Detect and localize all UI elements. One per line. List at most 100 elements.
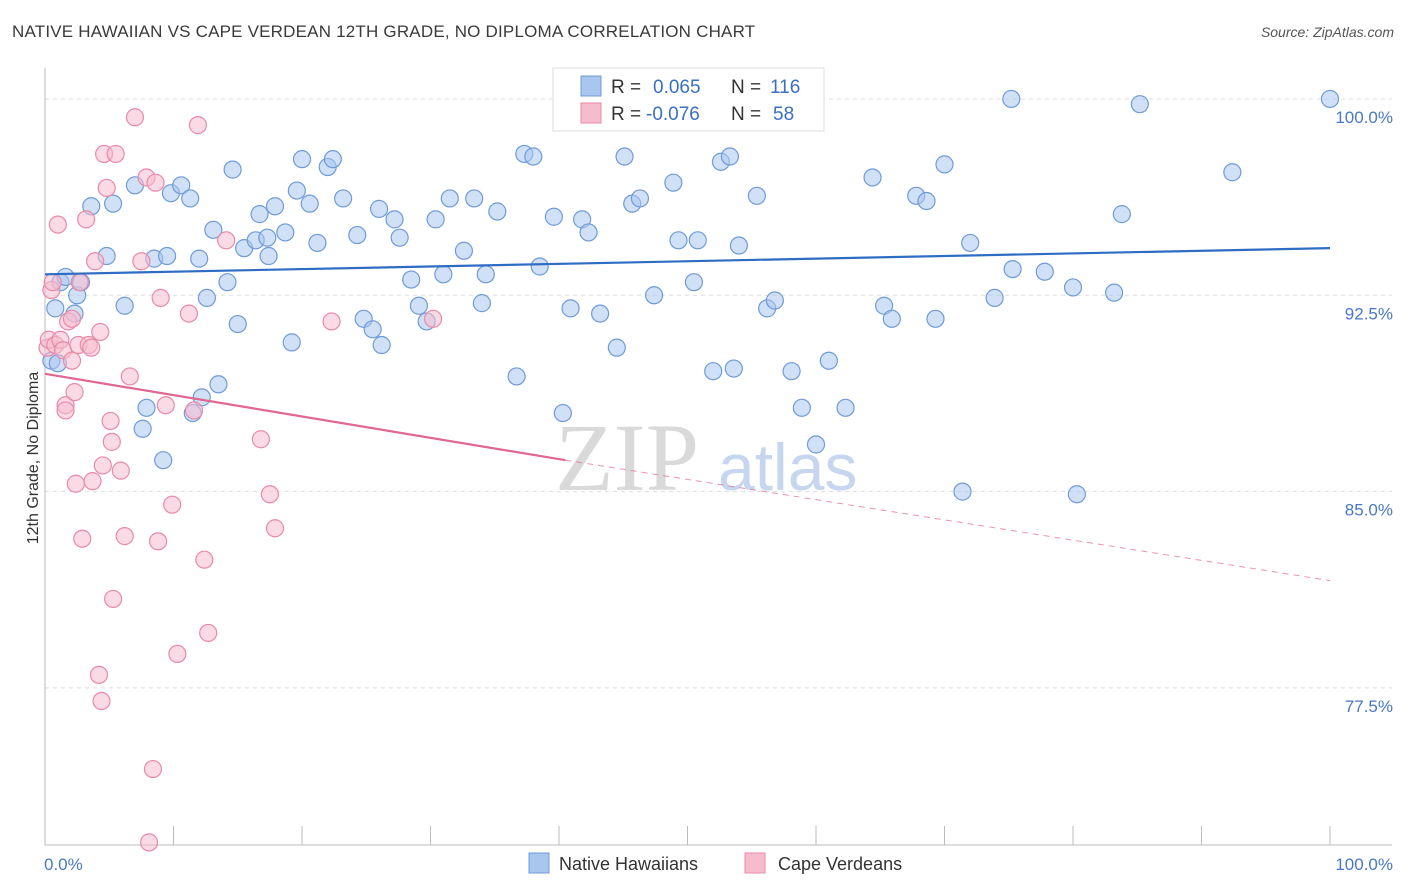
native-hawaiian-point xyxy=(390,228,409,247)
cape-verdean-point xyxy=(66,474,85,493)
native-hawaiian-point xyxy=(1320,89,1340,109)
stats-n-label-2: N = xyxy=(731,104,761,125)
cape-verdean-point xyxy=(91,322,110,342)
native-hawaiian-point xyxy=(1003,259,1022,279)
native-hawaiian-point xyxy=(544,207,563,226)
native-hawaiian-point xyxy=(300,194,319,213)
native-hawaiian-point xyxy=(348,225,367,245)
cape-verdean-point xyxy=(89,665,109,684)
source-credit: Source: ZipAtlas.com xyxy=(1260,24,1394,40)
native-hawaiian-trend-line xyxy=(44,247,1331,276)
native-hawaiian-point xyxy=(334,189,353,208)
cape-verdean-point xyxy=(125,108,145,127)
stats-n-value-2: 58 xyxy=(773,104,794,125)
cape-verdean-trend-extension xyxy=(565,459,1331,582)
native-hawaiian-point xyxy=(836,398,855,417)
native-hawaiian-point xyxy=(157,246,177,266)
cape-verdean-point xyxy=(163,495,182,514)
y-axis-title: 12th Grade, No Diploma xyxy=(25,372,42,545)
native-hawaiian-point xyxy=(524,147,543,166)
native-hawaiian-point xyxy=(454,241,474,260)
cape-verdean-point xyxy=(111,461,130,480)
watermark-atlas: atlas xyxy=(718,430,857,504)
cape-verdean-point xyxy=(62,309,82,328)
stats-n-label-1: N = xyxy=(731,77,761,98)
cape-verdean-trend-line xyxy=(44,372,566,462)
native-hawaiian-point xyxy=(223,160,242,179)
cape-verdean-point xyxy=(104,589,123,609)
cape-verdean-point xyxy=(265,519,285,538)
cape-verdean-point xyxy=(115,527,134,546)
native-hawaiian-point xyxy=(561,299,580,318)
native-hawaiian-point xyxy=(530,257,549,276)
cape-verdean-point xyxy=(86,252,105,271)
native-hawaiian-point xyxy=(276,223,295,242)
native-hawaiian-point xyxy=(363,320,382,339)
native-hawaiian-point xyxy=(133,419,152,438)
native-hawaiian-point xyxy=(985,288,1004,307)
cape-verdean-point xyxy=(70,273,89,292)
native-hawaiian-point xyxy=(323,150,342,169)
native-hawaiian-point xyxy=(630,189,650,208)
cape-verdean-point xyxy=(322,312,341,331)
native-hawaiian-point xyxy=(688,231,707,250)
native-hawaiian-point xyxy=(1063,278,1083,297)
native-hawaiian-point xyxy=(704,362,723,381)
native-hawaiian-point xyxy=(720,147,740,166)
native-hawaiian-point xyxy=(181,189,200,208)
cape-verdean-point xyxy=(77,210,96,229)
chart-legend: Native Hawaiians Cape Verdeans xyxy=(528,852,902,874)
native-hawaiian-point xyxy=(402,270,421,289)
cape-verdean-point xyxy=(195,550,214,569)
native-hawaiian-point xyxy=(1067,485,1086,504)
cape-verdean-point xyxy=(92,691,111,711)
native-hawaiian-point xyxy=(426,210,445,229)
stats-n-value-1: 116 xyxy=(770,77,800,98)
cape-verdean-point xyxy=(62,351,82,370)
cape-verdean-point xyxy=(101,411,120,431)
y-tick-label: 77.5% xyxy=(1345,697,1393,716)
cape-verdean-point xyxy=(93,456,112,475)
native-hawaiian-point xyxy=(1223,163,1242,182)
native-hawaiian-point xyxy=(591,304,610,323)
native-hawaiian-point xyxy=(409,296,429,315)
cape-verdean-point xyxy=(97,178,116,198)
native-hawaiian-point xyxy=(434,265,453,284)
native-hawaiian-point xyxy=(472,294,491,313)
native-hawaiian-point xyxy=(782,362,801,381)
axes: 100.0% 92.5% 85.0% 77.5% 0.0% 100.0% xyxy=(44,68,1393,874)
native-hawaiian-point xyxy=(819,351,838,370)
cape-verdean-point xyxy=(156,396,175,415)
y-tick-label: 92.5% xyxy=(1345,304,1393,323)
native-hawaiian-point xyxy=(46,299,65,318)
stats-r-label-2: R = xyxy=(611,104,641,125)
watermark-zip: ZIP xyxy=(555,404,699,511)
native-hawaiian-point xyxy=(935,155,954,174)
data-points xyxy=(38,89,1340,852)
y-tick-label: 85.0% xyxy=(1345,501,1393,520)
gridlines xyxy=(45,98,1392,689)
native-hawaiian-point xyxy=(792,398,811,417)
stats-r-label-1: R = xyxy=(611,77,641,98)
cape-verdean-point xyxy=(132,252,151,271)
native-hawaiian-point xyxy=(372,335,391,355)
native-hawaiian-point xyxy=(729,236,749,255)
native-hawaiian-point xyxy=(228,314,247,334)
cape-verdean-point xyxy=(65,383,84,402)
native-hawaiian-point xyxy=(209,375,228,394)
cape-verdean-point xyxy=(151,288,170,307)
native-hawaiian-point xyxy=(250,205,269,224)
cape-verdean-point xyxy=(188,116,208,135)
stats-r-value-1: 0.065 xyxy=(653,77,701,98)
native-hawaiian-point xyxy=(204,220,223,239)
native-hawaiian-point xyxy=(440,189,459,208)
native-hawaiian-point xyxy=(553,403,572,423)
native-hawaiian-point xyxy=(1105,283,1124,302)
cape-verdean-point xyxy=(102,432,121,451)
cape-verdean-point xyxy=(139,833,159,852)
native-hawaiian-point xyxy=(664,173,683,192)
native-hawaiian-point xyxy=(259,246,278,266)
native-hawaiian-point xyxy=(115,296,134,315)
native-hawaiian-point xyxy=(476,265,495,284)
